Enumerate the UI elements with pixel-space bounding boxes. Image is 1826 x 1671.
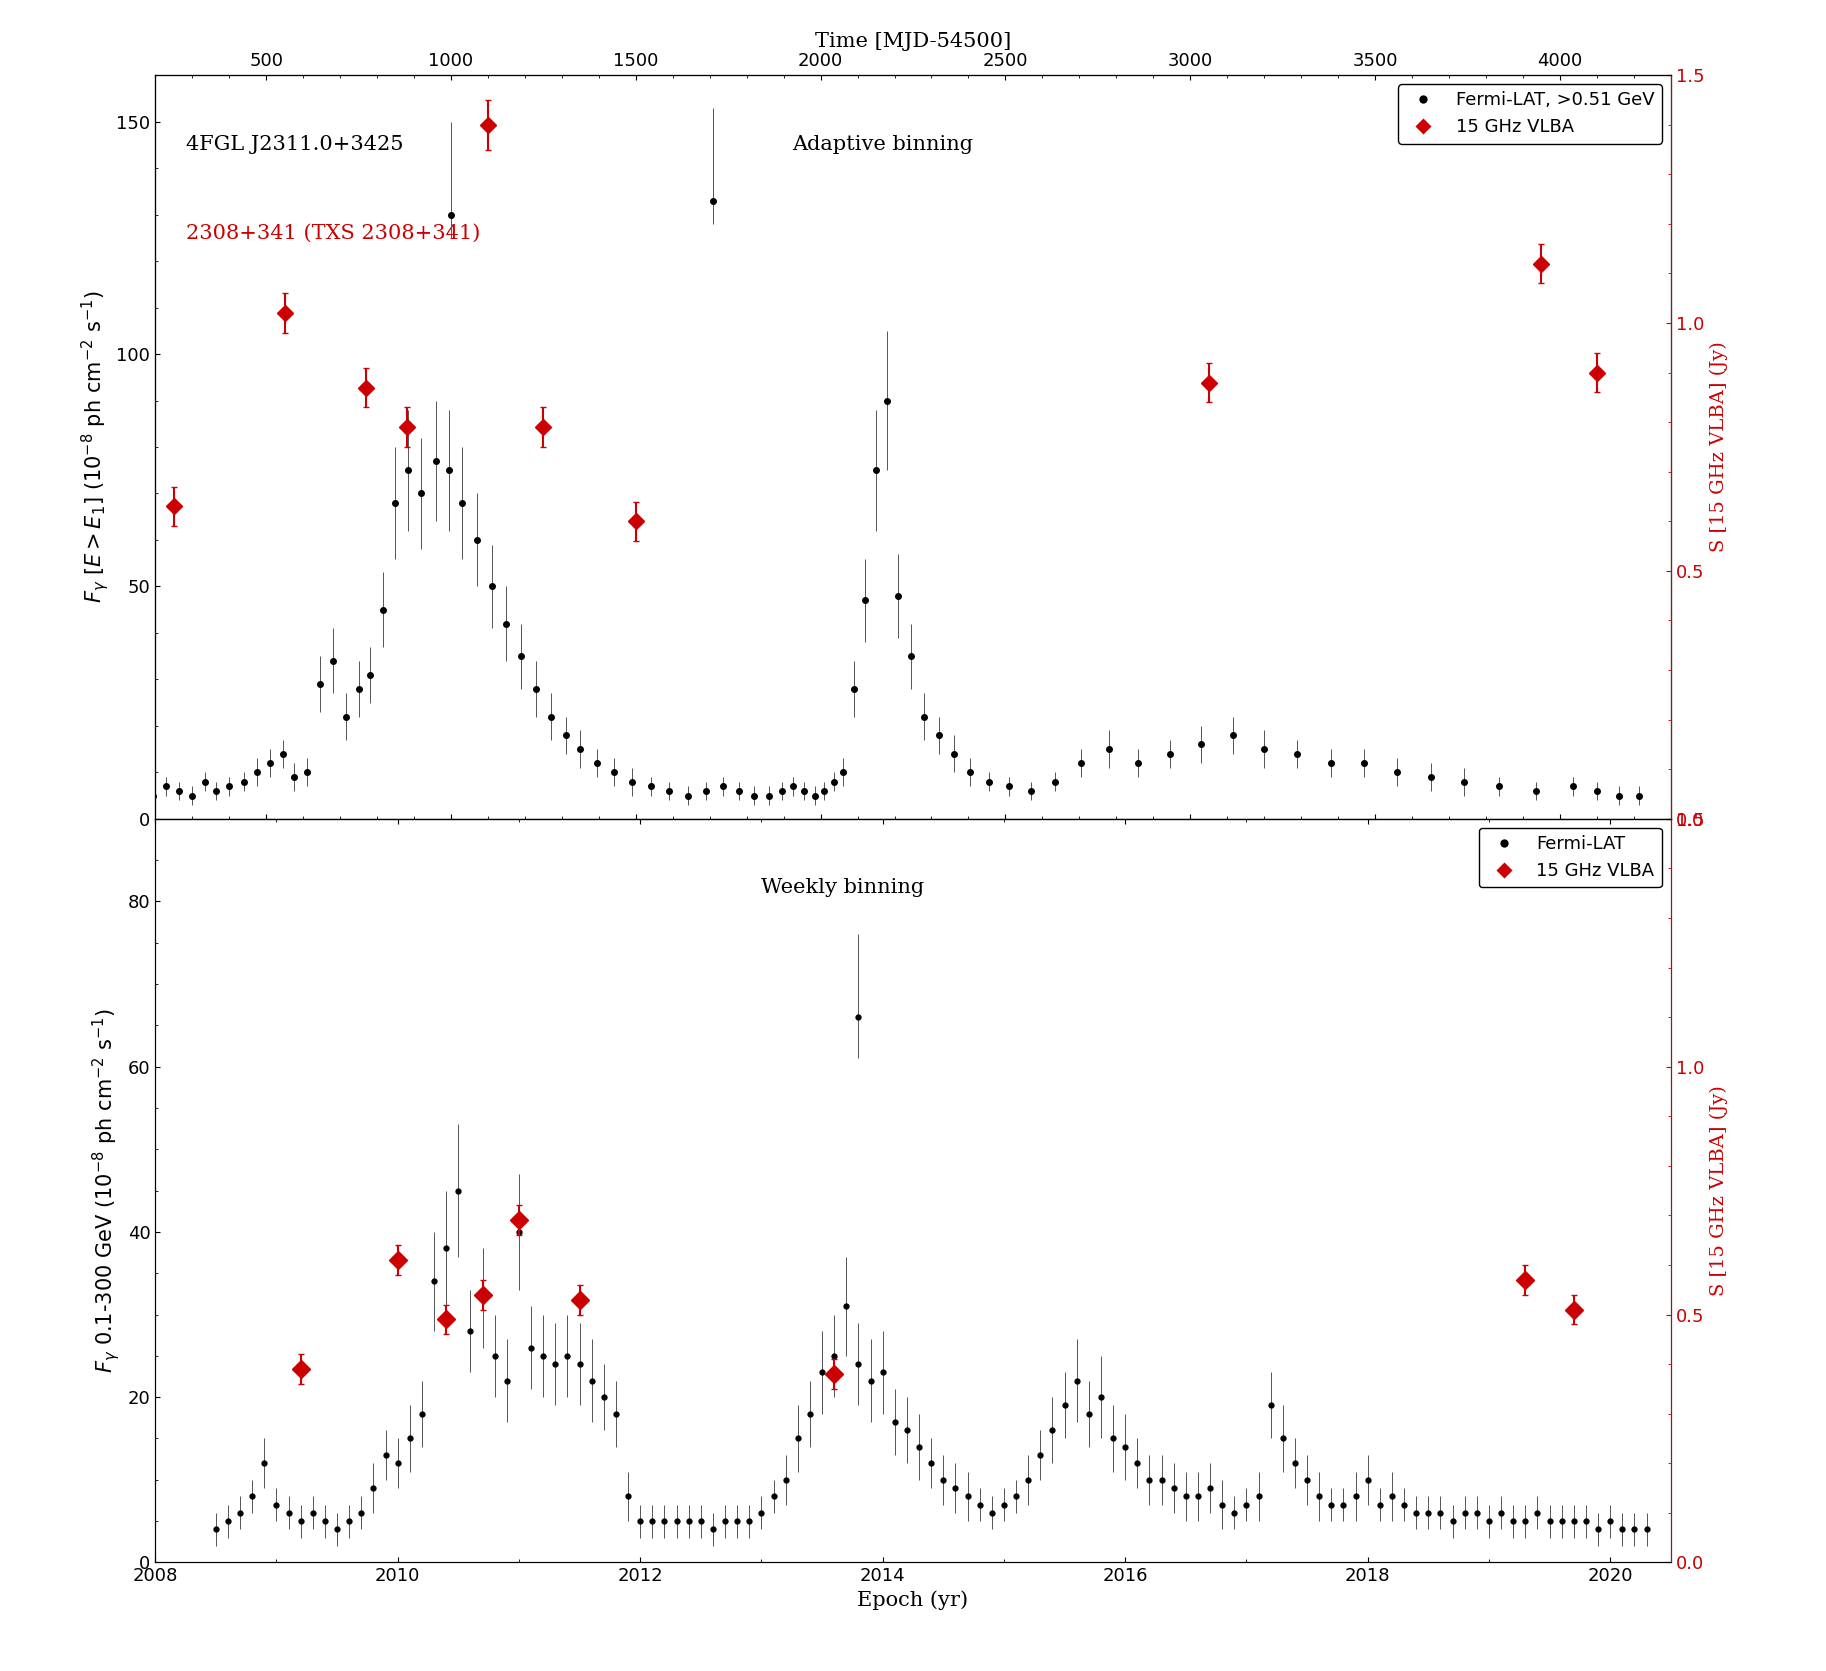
Y-axis label: $F_\gamma\ 0.1\text{-}300\ \mathrm{GeV}\ (10^{-8}\ \mathrm{ph\ cm^{-2}\ s^{-1}}): $F_\gamma\ 0.1\text{-}300\ \mathrm{GeV}\… — [89, 1008, 122, 1374]
Y-axis label: S [15 GHz VLBA] (Jy): S [15 GHz VLBA] (Jy) — [1709, 341, 1727, 553]
Legend: Fermi-LAT, 15 GHz VLBA: Fermi-LAT, 15 GHz VLBA — [1479, 827, 1662, 887]
Y-axis label: $F_\gamma\ [E>E_1]\ (10^{-8}\ \mathrm{ph\ cm^{-2}\ s^{-1}})$: $F_\gamma\ [E>E_1]\ (10^{-8}\ \mathrm{ph… — [79, 291, 111, 603]
Text: Weekly binning: Weekly binning — [761, 879, 924, 897]
X-axis label: Time [MJD-54500]: Time [MJD-54500] — [814, 32, 1012, 50]
Y-axis label: S [15 GHz VLBA] (Jy): S [15 GHz VLBA] (Jy) — [1709, 1084, 1727, 1297]
Text: 2308+341 (TXS 2308+341): 2308+341 (TXS 2308+341) — [186, 224, 480, 242]
Text: Adaptive binning: Adaptive binning — [792, 135, 973, 154]
X-axis label: Epoch (yr): Epoch (yr) — [858, 1591, 968, 1611]
Legend: Fermi-LAT, >0.51 GeV, 15 GHz VLBA: Fermi-LAT, >0.51 GeV, 15 GHz VLBA — [1399, 84, 1662, 144]
Text: 4FGL J2311.0+3425: 4FGL J2311.0+3425 — [186, 135, 404, 154]
